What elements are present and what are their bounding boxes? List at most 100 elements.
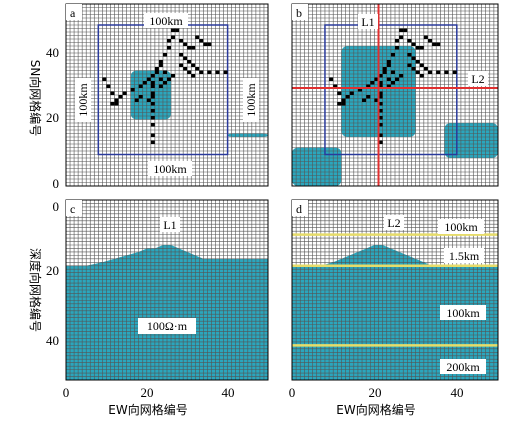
seismic-dot [110, 91, 115, 95]
seismic-dot [183, 67, 188, 71]
annotation-b-l1: L1 [361, 15, 374, 29]
seismic-dot [407, 63, 412, 67]
seismic-dot [411, 56, 416, 60]
seismic-dot [378, 109, 383, 113]
seismic-dot [106, 84, 111, 88]
seismic-dot [171, 74, 175, 78]
seismic-dot [378, 133, 383, 137]
seismic-dot [399, 74, 404, 78]
seismic-dot [150, 133, 155, 137]
panel-b: b L1 L2 [291, 3, 499, 187]
seismic-dot [158, 84, 163, 88]
seismic-dot [130, 88, 135, 92]
annotation-bg [438, 219, 484, 234]
seismic-dot [150, 109, 155, 113]
seismic-dot [122, 91, 127, 95]
seismic-dot [407, 39, 412, 43]
annotation-d-mid: 100km [446, 306, 480, 320]
seismic-dot [191, 46, 196, 50]
seismic-dot [150, 116, 155, 120]
seismic-dot [158, 77, 163, 81]
seismic-dot [150, 81, 155, 85]
seismic-dot [382, 70, 387, 74]
y-tick-a-20: 20 [46, 110, 59, 125]
seismic-dot [403, 28, 408, 32]
seismic-dot [423, 67, 428, 71]
seismic-dot [175, 28, 180, 32]
seismic-dot [411, 67, 416, 71]
seismic-dot [329, 77, 334, 81]
annotation-bg [144, 13, 188, 28]
seismic-dot [386, 63, 391, 67]
annotation-a-right: 100km [244, 83, 258, 117]
seismic-dot [399, 28, 404, 32]
seismic-dot [419, 63, 424, 67]
seismic-dot [341, 102, 346, 106]
seismic-dot [415, 70, 420, 74]
y-tick-a-40: 40 [46, 45, 59, 60]
seismic-dot [187, 46, 192, 50]
y-tick-c-40: 40 [46, 333, 59, 348]
seismic-dot [138, 95, 143, 99]
x-axis-label-left: EW向网格编号 [108, 402, 187, 417]
annotation-bg [444, 248, 484, 263]
annotation-b-l2: L2 [471, 72, 484, 86]
annotation-a-bottom: 100km [153, 162, 187, 176]
panel-c-label-bg [66, 200, 82, 216]
axis-ticks: 40 20 0 0 20 40 0 20 40 0 20 40 EW向网格编号 … [28, 45, 464, 417]
outline-box-b [324, 24, 458, 156]
x-tick-d-40: 40 [451, 385, 464, 400]
seismic-dot [378, 116, 383, 120]
seismic-dot [199, 70, 204, 74]
seismic-dot [195, 67, 200, 71]
y-tick-c-0: 0 [53, 199, 60, 214]
seismic-dot [419, 74, 424, 78]
seismic-dot [428, 39, 433, 43]
panel-b-label-bg [292, 4, 308, 20]
annotation-bg [138, 318, 196, 334]
seismic-dot [390, 53, 395, 57]
seismic-dot [171, 28, 175, 32]
x-axis-label-right: EW向网格编号 [336, 402, 415, 417]
seismic-dot [337, 102, 342, 106]
seismic-dot [203, 42, 208, 46]
seismic-dot [378, 140, 383, 144]
seismic-dot [163, 70, 167, 74]
annotation-bg [75, 78, 91, 122]
seismic-dot [146, 77, 151, 81]
x-tick-c-0: 0 [63, 385, 70, 400]
seismic-dot [386, 84, 391, 88]
seismic-dot [415, 46, 420, 50]
seismic-dot [146, 98, 151, 102]
seismic-dot [167, 46, 171, 50]
seismic-dot [366, 95, 371, 99]
annotation-a-left: 100km [76, 83, 90, 117]
x-tick-c-40: 40 [222, 385, 235, 400]
seismic-dot [163, 53, 167, 57]
annotation-bg [468, 71, 488, 86]
seismic-dot [183, 56, 188, 60]
annotation-d-l2: L2 [387, 216, 400, 230]
annotation-d-thin: 1.5km [449, 249, 480, 263]
seismic-dot [436, 42, 441, 46]
seismic-dot [114, 98, 119, 102]
seismic-dot [378, 102, 383, 106]
seismic-dot [341, 98, 346, 102]
seismic-dot [386, 60, 391, 64]
seismic-dot [150, 123, 155, 127]
seismic-dot [444, 70, 449, 74]
seismic-dot [167, 39, 171, 43]
seismic-dot [378, 81, 383, 85]
x-tick-c-20: 20 [141, 385, 154, 400]
seismic-dot [349, 91, 354, 95]
panel-d-label: d [296, 202, 302, 216]
seismic-dot [158, 60, 163, 64]
grid-lines-a [66, 4, 268, 186]
seismic-dot [199, 39, 204, 43]
seismic-dot [191, 63, 196, 67]
y-axis-label-bottom: 深度向网格编号 [28, 248, 43, 332]
seismic-dot [345, 95, 350, 99]
seismic-dot [138, 84, 143, 88]
panel-b-label: b [296, 6, 302, 20]
